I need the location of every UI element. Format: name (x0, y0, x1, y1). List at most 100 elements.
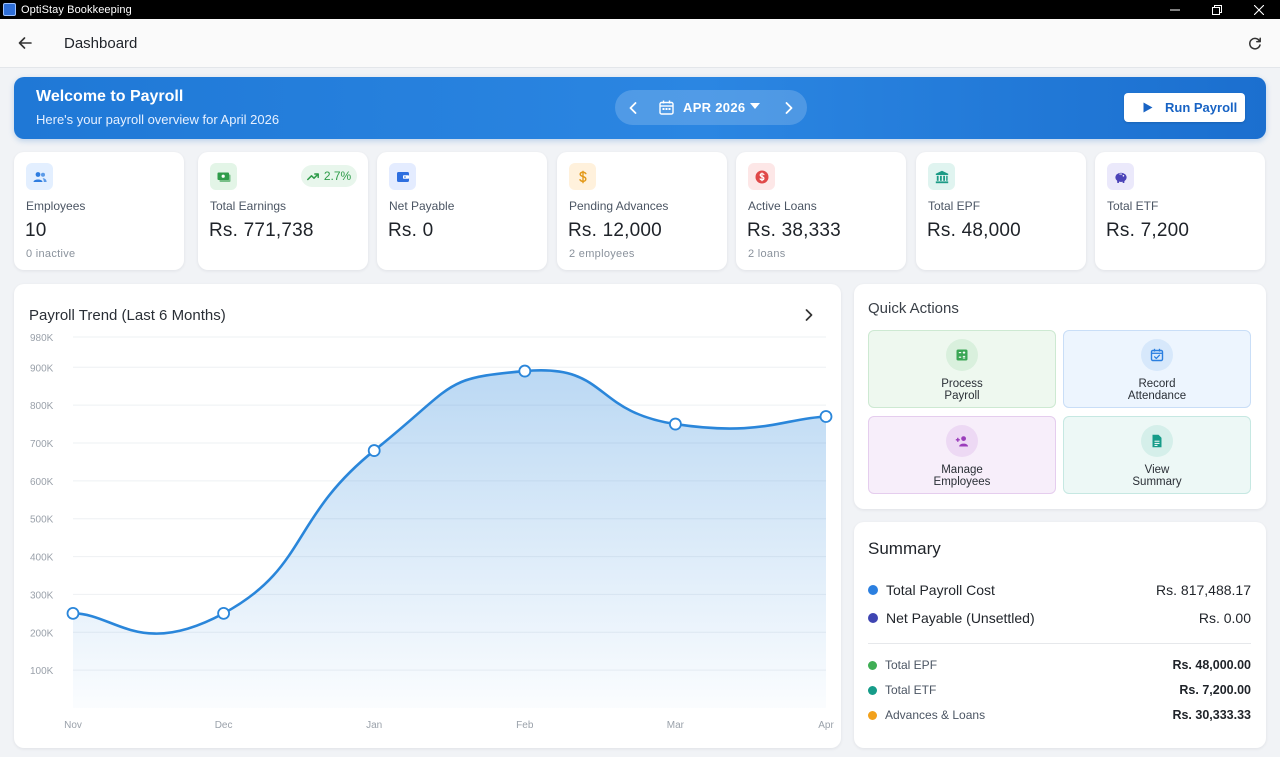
welcome-banner: Welcome to Payroll Here's your payroll o… (14, 77, 1266, 139)
caret-down-icon[interactable] (750, 103, 760, 109)
quick-action-label-line: Employees (933, 476, 991, 488)
stat-card-total-earnings[interactable]: 2.7% Total Earnings Rs. 771,738 (198, 152, 368, 270)
stat-icon-badge (748, 163, 775, 190)
person-add-icon (955, 436, 968, 447)
quick-action-record-attendance[interactable]: Record Attendance (1063, 330, 1251, 408)
summary-row-total-etf: Total ETF Rs. 7,200.00 (868, 683, 1251, 697)
payroll-trend-card: 100K 200K 300K 400K 500K 600K 700K 800K 900K 980K… (14, 284, 841, 748)
legend-dot (868, 685, 877, 695)
y-tick-label: 100K (30, 666, 54, 677)
trend-value: 2.7% (323, 169, 352, 183)
stat-card-total-etf[interactable]: Total ETF Rs. 7,200 (1095, 152, 1265, 270)
quick-actions-card: Quick Actions Process Payroll Record Attend… (854, 284, 1266, 509)
summary-label: Total EPF (885, 658, 938, 672)
stat-icon-badge (210, 163, 237, 190)
legend-dot (868, 613, 878, 623)
quick-action-manage-employees[interactable]: Manage Employees (868, 416, 1056, 494)
refresh-button[interactable] (1244, 33, 1266, 55)
maximize-button[interactable] (1198, 0, 1236, 19)
data-point-dec[interactable] (217, 606, 231, 620)
summary-label: Total Payroll Cost (886, 582, 995, 598)
stat-value: Rs. 771,738 (209, 220, 314, 241)
payroll-trend-chart: 100K 200K 300K 400K 500K 600K 700K 800K 900K 980K… (30, 333, 834, 731)
stat-subtext: 2 employees (569, 248, 635, 260)
stat-icon-badge (26, 163, 53, 190)
data-point-mar[interactable] (669, 417, 682, 431)
stat-label: Total EPF (928, 199, 981, 213)
people-icon (33, 171, 47, 182)
quick-action-icon-badge (1141, 425, 1173, 457)
summary-label: Net Payable (Unsettled) (886, 610, 1035, 626)
quick-action-icon-badge (946, 425, 978, 457)
document-icon (1152, 434, 1162, 448)
run-payroll-button[interactable]: Run Payroll (1124, 93, 1245, 122)
stat-value: 10 (25, 220, 47, 241)
stat-card-active-loans[interactable]: Active Loans Rs. 38,333 2 loans (736, 152, 906, 270)
next-month-button[interactable] (779, 98, 799, 118)
chevron-left-icon (629, 102, 637, 114)
quick-action-label-line: Process (941, 378, 983, 390)
stat-card-employees[interactable]: Employees 10 0 inactive (14, 152, 184, 270)
data-point-apr[interactable] (819, 410, 833, 423)
quick-action-view-summary[interactable]: View Summary (1063, 416, 1251, 494)
summary-divider (868, 643, 1251, 644)
minimize-button[interactable] (1156, 0, 1194, 19)
back-button[interactable] (14, 32, 36, 54)
quick-action-label-line: Attendance (1127, 390, 1187, 402)
summary-title: Summary (868, 539, 941, 558)
x-tick-label: Apr (818, 720, 834, 731)
quick-action-label-line: Record (1138, 378, 1176, 390)
stat-label: Total ETF (1107, 199, 1159, 213)
summary-row-total-epf: Total EPF Rs. 48,000.00 (868, 658, 1251, 672)
stat-value: Rs. 38,333 (747, 220, 841, 241)
data-point-nov[interactable] (66, 606, 80, 620)
calendar-icon (659, 100, 674, 115)
trend-badge: 2.7% (301, 165, 357, 187)
quick-action-process-payroll[interactable]: Process Payroll (868, 330, 1056, 408)
data-point-jan[interactable] (367, 444, 381, 457)
y-tick-label: 300K (30, 590, 54, 601)
selected-month[interactable]: APR 2026 (683, 100, 746, 115)
play-icon (1143, 102, 1153, 113)
minimize-icon (1170, 9, 1180, 10)
x-tick-label: Feb (516, 720, 534, 731)
quick-action-label-line: Summary (1132, 476, 1182, 488)
stat-icon-badge (1107, 163, 1134, 190)
summary-value: Rs. 817,488.17 (1156, 582, 1251, 598)
quick-action-label: Manage Employees (869, 464, 1055, 488)
cash-icon (217, 172, 230, 182)
x-tick-label: Nov (64, 720, 82, 731)
stat-card-pending-advances[interactable]: Pending Advances Rs. 12,000 2 employees (557, 152, 727, 270)
stat-label: Employees (26, 199, 86, 213)
chart-expand-button[interactable] (799, 305, 819, 325)
stat-value: Rs. 48,000 (927, 220, 1021, 241)
summary-label: Advances & Loans (885, 708, 986, 722)
legend-dot (868, 660, 877, 670)
trend-up-icon (306, 173, 319, 181)
calendar-check-icon (1150, 348, 1164, 362)
legend-dot (868, 710, 877, 720)
data-point-feb[interactable] (518, 364, 532, 378)
y-tick-label: 900K (30, 363, 54, 374)
chevron-right-icon (785, 102, 793, 114)
stat-icon-badge (389, 163, 416, 190)
y-tick-label: 800K (30, 401, 54, 412)
previous-month-button[interactable] (623, 98, 643, 118)
restore-icon (1212, 4, 1222, 15)
run-payroll-label: Run Payroll (1165, 100, 1238, 115)
summary-row-total-payroll-cost: Total Payroll Cost Rs. 817,488.17 (868, 582, 1251, 598)
quick-action-label: Process Payroll (869, 378, 1055, 402)
app-header: Dashboard (0, 19, 1280, 68)
stat-card-total-epf[interactable]: Total EPF Rs. 48,000 (916, 152, 1086, 270)
quick-action-icon-badge (946, 339, 978, 371)
close-window-button[interactable] (1240, 0, 1278, 19)
y-tick-label: 200K (30, 628, 54, 639)
chevron-right-icon (805, 309, 813, 321)
summary-row-net-payable-unsettled: Net Payable (Unsettled) Rs. 0.00 (868, 610, 1251, 626)
quick-action-label: View Summary (1064, 464, 1250, 488)
summary-value: Rs. 7,200.00 (1179, 683, 1251, 697)
summary-value: Rs. 0.00 (1198, 610, 1251, 626)
x-tick-label: Jan (366, 720, 382, 731)
summary-label: Total ETF (885, 683, 937, 697)
stat-card-net-payable[interactable]: Net Payable Rs. 0 (377, 152, 547, 270)
